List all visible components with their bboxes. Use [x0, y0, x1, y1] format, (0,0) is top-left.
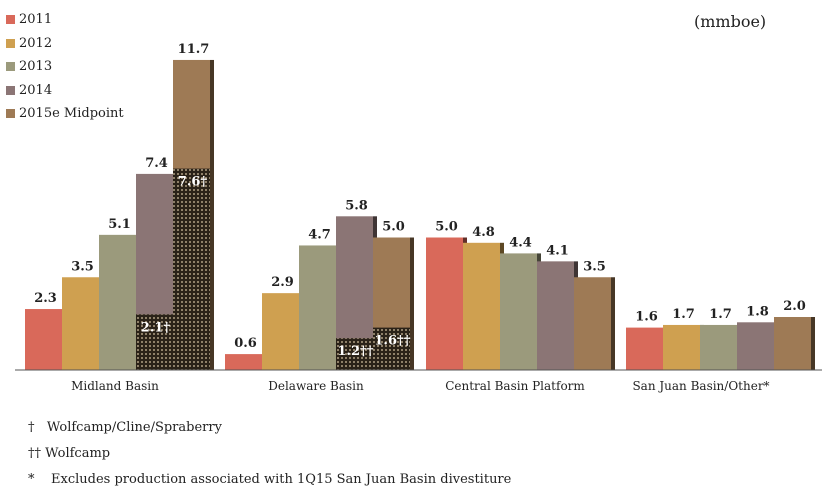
bar: [463, 242, 500, 370]
value-label: 1.6: [635, 310, 658, 325]
value-label: 4.8: [472, 225, 495, 240]
value-label: 5.0: [382, 220, 405, 235]
bar: [99, 234, 136, 370]
legend-swatch: [6, 38, 15, 48]
bar: [62, 277, 99, 370]
category-label: Central Basin Platform: [445, 379, 585, 393]
value-label: 4.7: [308, 227, 331, 242]
footnote-symbol: *: [28, 472, 35, 487]
value-label: 5.8: [345, 198, 368, 213]
hatched-segment: [336, 338, 373, 370]
legend-item-2013: 2013: [6, 55, 124, 79]
bar: [700, 324, 737, 370]
value-label: 2.9: [271, 275, 294, 290]
footnote-text: Excludes production associated with 1Q15…: [51, 472, 512, 487]
footnote-asterisk: * Excludes production associated with 1Q…: [28, 470, 511, 496]
bar: [225, 354, 262, 370]
value-label: 2.0: [783, 299, 806, 314]
value-label: 11.7: [178, 42, 210, 57]
segment-label: 1.2††: [337, 344, 373, 359]
bar: [537, 261, 574, 370]
value-label: 1.8: [746, 304, 769, 319]
value-label: 2.3: [34, 291, 57, 306]
bar: [25, 309, 62, 370]
bar-depth: [611, 277, 615, 370]
value-label: 4.4: [509, 235, 532, 250]
bar: [262, 293, 299, 370]
value-label: 4.1: [546, 243, 569, 258]
unit-label: (mmboe): [694, 12, 767, 31]
value-label: 0.6: [234, 336, 257, 351]
segment-label: 7.6†: [178, 175, 208, 190]
hatched-segment: [173, 168, 210, 370]
value-label: 1.7: [709, 307, 732, 322]
hatched-segment: [136, 314, 173, 370]
legend-label: 2011: [19, 12, 53, 28]
legend-item-2012: 2012: [6, 32, 124, 56]
segment-label: 2.1†: [141, 320, 171, 335]
legend-label: 2015e Midpoint: [19, 106, 124, 122]
bar-depth: [210, 59, 214, 370]
legend-swatch: [6, 62, 15, 72]
footnote-double-dagger: †† Wolfcamp: [28, 444, 511, 470]
category-label: San Juan Basin/Other*: [632, 379, 769, 393]
segment-label: 1.6††: [374, 334, 410, 349]
value-label: 5.1: [108, 217, 131, 232]
bar: [299, 245, 336, 370]
footnote-text: Wolfcamp/Cline/Spraberry: [46, 420, 222, 435]
value-label: 3.5: [583, 259, 606, 274]
legend-swatch: [6, 109, 15, 119]
legend-item-2015e: 2015e Midpoint: [6, 102, 124, 126]
legend-item-2014: 2014: [6, 79, 124, 103]
legend-item-2011: 2011: [6, 8, 124, 32]
bar: [737, 322, 774, 370]
legend-label: 2013: [19, 59, 53, 75]
bar-depth: [811, 317, 815, 370]
footnote-dagger: † Wolfcamp/Cline/Spraberry: [28, 418, 511, 444]
legend: 2011 2012 2013 2014 2015e Midpoint: [6, 8, 124, 126]
value-label: 1.7: [672, 307, 695, 322]
hatched-segment: [373, 327, 410, 370]
legend-label: 2012: [19, 35, 53, 51]
footnote-symbol: †: [28, 420, 35, 435]
footnote-symbol: ††: [28, 446, 41, 461]
footnote-text: Wolfcamp: [45, 446, 111, 461]
footnotes: † Wolfcamp/Cline/Spraberry †† Wolfcamp *…: [28, 418, 511, 496]
category-label: Midland Basin: [71, 379, 159, 393]
bar: [500, 253, 537, 370]
bar: [774, 317, 811, 370]
legend-label: 2014: [19, 82, 53, 98]
bar: [574, 277, 611, 370]
bar: [663, 324, 700, 370]
bar-depth: [410, 237, 414, 370]
bar: [426, 237, 463, 370]
bar: [626, 327, 663, 370]
value-label: 7.4: [145, 156, 168, 171]
legend-swatch: [6, 85, 15, 95]
value-label: 3.5: [71, 259, 94, 274]
legend-swatch: [6, 15, 15, 25]
value-label: 5.0: [435, 220, 458, 235]
category-label: Delaware Basin: [268, 379, 364, 393]
